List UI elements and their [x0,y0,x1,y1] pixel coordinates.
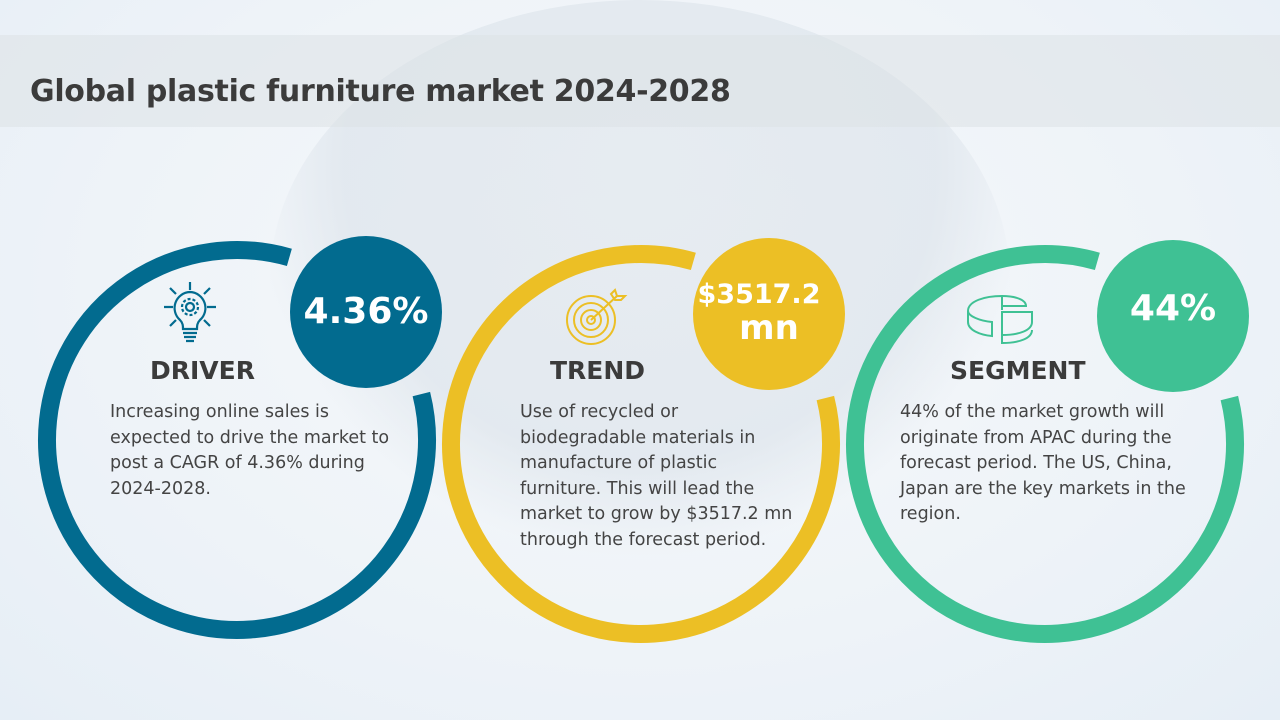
lightbulb-gear-icon [164,282,216,343]
title-band [0,35,1280,127]
segment-text: 44% of the market growth will originate … [900,402,1186,524]
driver-value-badge: 4.36% [290,236,442,388]
target-arrow-icon [566,288,628,345]
page-title: Global plastic furniture market 2024-202… [30,74,731,109]
pie-chart-icon [967,294,1033,345]
trend-value-unit: mn [739,308,799,349]
trend-value: $3517.2 [697,279,821,311]
segment-heading: SEGMENT [950,356,1086,385]
segment-value: 44% [1129,288,1217,329]
segment-value-badge: 44% [1097,240,1249,392]
trend-text: Use of recycled or biodegradable materia… [520,402,793,550]
driver-heading: DRIVER [150,356,255,385]
trend-heading: TREND [550,356,646,385]
driver-text: Increasing online sales is expected to d… [110,402,390,499]
driver-value: 4.36% [303,291,429,332]
segment-ring [846,245,1244,643]
trend-ring [442,245,840,643]
driver-ring [38,241,436,639]
trend-value-badge: $3517.2 mn [693,238,845,390]
